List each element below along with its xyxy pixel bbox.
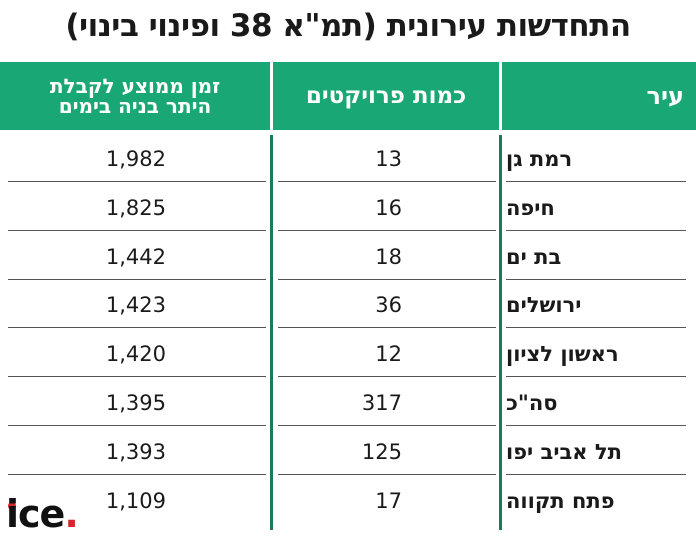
city-cell: ירושלים [506, 293, 582, 318]
row-separator [8, 473, 266, 475]
row-separator [278, 229, 496, 231]
row-separator [8, 327, 266, 329]
logo-dot: . [64, 492, 78, 536]
projects-cell: 16 [375, 195, 402, 220]
header-days: זמן ממוצע לקבלת היתר בניה בימים [0, 62, 270, 130]
header-city: עיר [502, 62, 696, 130]
row-separator [278, 376, 496, 378]
projects-cell: 13 [375, 147, 402, 171]
header-projects-label: כמות פרויקטים [305, 83, 467, 109]
table-title: התחדשות עירונית (תמ"א 38 ופינוי בינוי) [65, 8, 631, 44]
header-city-label: עיר [646, 82, 685, 110]
row-separator [506, 327, 686, 329]
projects-cell: 18 [375, 244, 402, 269]
table-row: סה"כ 317 1,395 [0, 379, 696, 427]
header-days-line2: היתר בניה בימים [58, 94, 212, 118]
days-cell: 1,393 [105, 439, 166, 464]
projects-cell: 17 [375, 488, 402, 513]
row-separator [506, 425, 686, 426]
table-row: רמת גן 13 1,982 [0, 135, 696, 183]
row-separator [278, 425, 496, 426]
row-separator [8, 181, 266, 182]
table-row: פתח תקווה 17 1,109 [0, 477, 696, 525]
column-divider-days [270, 135, 273, 530]
row-separator [278, 473, 496, 475]
days-cell: 1,109 [105, 488, 166, 513]
days-cell: 1,420 [105, 342, 166, 367]
city-cell: פתח תקווה [506, 488, 615, 513]
row-separator [506, 229, 686, 231]
projects-cell: 125 [361, 439, 402, 464]
logo-text: ice [6, 492, 65, 536]
city-cell: ראשון לציון [506, 342, 619, 367]
logo-accent-dot [8, 502, 16, 510]
ice-logo: ice. [6, 492, 79, 536]
column-divider-city [499, 135, 502, 530]
city-cell: תל אביב יפו [506, 439, 622, 464]
city-cell: חיפה [506, 195, 555, 220]
days-cell: 1,982 [105, 147, 166, 171]
row-separator [8, 376, 266, 378]
row-separator [8, 278, 266, 280]
header-projects: כמות פרויקטים [273, 62, 499, 130]
table-row: ירושלים 36 1,423 [0, 281, 696, 329]
projects-cell: 12 [375, 342, 402, 367]
days-cell: 1,442 [105, 244, 166, 269]
header-days-line1: זמן ממוצע לקבלת [49, 74, 221, 98]
table-row: ראשון לציון 12 1,420 [0, 330, 696, 378]
row-separator [278, 181, 496, 182]
days-cell: 1,395 [105, 391, 166, 415]
row-separator [278, 327, 496, 329]
row-separator [506, 278, 686, 280]
row-separator [8, 425, 266, 426]
city-cell: רמת גן [506, 147, 573, 171]
city-cell: סה"כ [506, 391, 558, 415]
days-cell: 1,423 [105, 293, 166, 318]
city-cell: בת ים [506, 244, 562, 269]
projects-cell: 36 [375, 293, 402, 318]
table-row: תל אביב יפו 125 1,393 [0, 428, 696, 476]
row-separator [278, 278, 496, 280]
row-separator [506, 181, 686, 182]
days-cell: 1,825 [105, 195, 166, 220]
row-separator [506, 376, 686, 378]
projects-cell: 317 [361, 391, 402, 415]
table-row: בת ים 18 1,442 [0, 233, 696, 281]
row-separator [8, 229, 266, 231]
table-row: חיפה 16 1,825 [0, 184, 696, 232]
row-separator [506, 473, 686, 475]
